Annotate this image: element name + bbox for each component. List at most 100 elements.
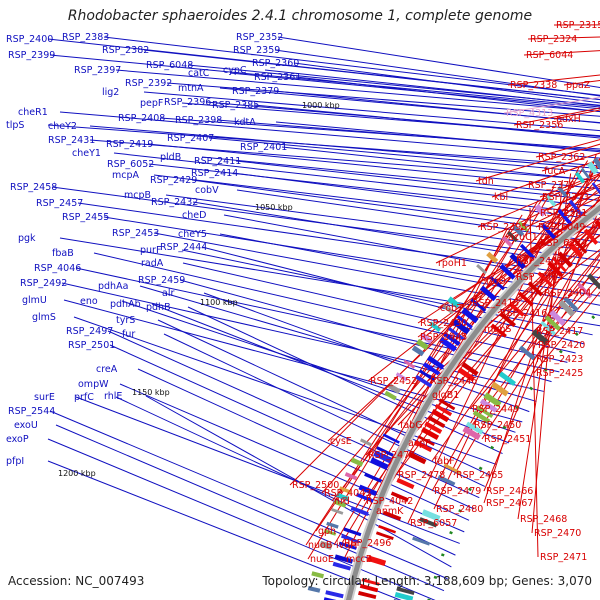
- leader-line: [232, 172, 600, 221]
- leader-line: [163, 333, 485, 487]
- gene-label: glmS: [32, 312, 56, 323]
- track-block: [486, 251, 499, 264]
- gene-feature: [358, 591, 377, 599]
- gene-label: RSP_2445: [420, 332, 467, 343]
- gene-label: RSP_2501: [68, 340, 115, 351]
- leader-line: [235, 160, 600, 201]
- chromosome-backbone: [346, 204, 600, 600]
- gene-label: cheR1: [18, 107, 48, 118]
- gene-feature: [358, 484, 378, 496]
- gene-label: cheY1: [72, 148, 101, 159]
- track-block: [465, 421, 484, 435]
- gene-label: cobV: [195, 185, 219, 196]
- gene-feature: [547, 261, 563, 277]
- gene-feature: [341, 534, 359, 544]
- track-block: [419, 517, 438, 528]
- track-block: [586, 161, 599, 175]
- gene-label: RSP_2451: [484, 434, 531, 445]
- track-block: [411, 345, 425, 357]
- track-block: [331, 508, 344, 515]
- track-block: [326, 521, 339, 529]
- leader-line: [49, 54, 600, 108]
- track-block: [512, 225, 525, 237]
- leader-line: [533, 266, 600, 332]
- leader-line: [201, 156, 600, 197]
- track-block: [442, 304, 454, 315]
- gene-label: RSP_2450: [474, 420, 521, 431]
- leader-line: [281, 146, 600, 182]
- gene-labels: RSP_2400 RSP_2383 RSP_2382 RSP_6048 RSP_2399…: [6, 20, 600, 565]
- track-block: [534, 204, 547, 217]
- track-block: [490, 381, 509, 397]
- gene-feature: [591, 182, 600, 195]
- gene-label: RSP_2419: [106, 139, 153, 150]
- gene-feature: [359, 583, 379, 593]
- gene-label: RSP_2420: [538, 340, 585, 351]
- gene-label: pdxH: [556, 114, 581, 125]
- gene-label: RSP_6224: [540, 238, 587, 249]
- map-title: Rhodobacter sphaeroides 2.4.1 chromosome…: [67, 8, 533, 24]
- gene-feature: [370, 457, 389, 470]
- leader-line: [517, 173, 572, 520]
- leader-line: [533, 291, 600, 374]
- gene-label: radA: [141, 258, 164, 269]
- track-block: [587, 273, 600, 290]
- gene-feature: [552, 257, 567, 273]
- leader-line: [93, 252, 568, 363]
- track-block: [416, 338, 429, 351]
- gene-label: RSP_4043: [324, 488, 371, 499]
- leader-line: [49, 410, 448, 580]
- leader-line: [205, 101, 600, 137]
- gc-tick: [458, 509, 462, 513]
- gene-label: RSP_2395: [480, 222, 527, 233]
- gene-label: cobT: [440, 303, 463, 314]
- gc-tick: [502, 425, 507, 430]
- gene-feature: [343, 527, 362, 537]
- scale-label: 1100 kbp: [200, 298, 238, 307]
- gene-label: RSP_6048: [146, 60, 193, 71]
- leader-line: [236, 189, 600, 243]
- leader-line: [481, 259, 600, 440]
- track-block: [396, 586, 415, 595]
- gene-label: pepF: [140, 98, 163, 109]
- gene-feature: [499, 312, 516, 328]
- leader-line: [293, 62, 600, 104]
- leader-line: [59, 111, 600, 159]
- track-block: [344, 472, 358, 481]
- leader-line: [343, 229, 508, 560]
- gene-label: RSP_2455: [62, 212, 109, 223]
- gene-feature: [461, 362, 479, 376]
- gene-feature: [457, 367, 475, 382]
- gene-feature: [567, 241, 584, 259]
- gene-label: RSP_2392: [125, 78, 172, 89]
- gc-tick: [558, 349, 563, 354]
- track-block: [339, 486, 352, 494]
- gene-label: RSP_2370: [528, 180, 575, 191]
- track-block: [333, 499, 347, 508]
- gc-tick: [478, 466, 483, 471]
- leader-line: [113, 152, 600, 208]
- gene-label: RSP_2429: [150, 175, 197, 186]
- track-block: [319, 540, 333, 550]
- track-block: [574, 171, 586, 184]
- leader-line: [47, 438, 436, 600]
- leader-line: [63, 299, 523, 423]
- gene-label: RSP_2471: [540, 552, 587, 563]
- gene-label: RSP_2361: [254, 72, 301, 83]
- gene-label: RSP_2398: [175, 115, 222, 126]
- gene-label: RSP_2382: [102, 45, 149, 56]
- leader-line: [181, 249, 593, 336]
- leader-line: [483, 206, 600, 492]
- gene-feature: [390, 491, 409, 502]
- gene-feature: [461, 307, 479, 324]
- track-block: [421, 509, 441, 522]
- leader-line: [179, 279, 552, 383]
- gene-label: RSP_2399: [8, 50, 55, 61]
- gene-label: RSP_2315: [556, 20, 600, 31]
- leader-line: [139, 285, 537, 402]
- gene-label: gph: [318, 526, 336, 537]
- gene-feature: [470, 298, 487, 312]
- leader-line: [165, 194, 600, 253]
- gene-feature: [424, 421, 443, 434]
- gene-label: glgB1: [432, 390, 459, 401]
